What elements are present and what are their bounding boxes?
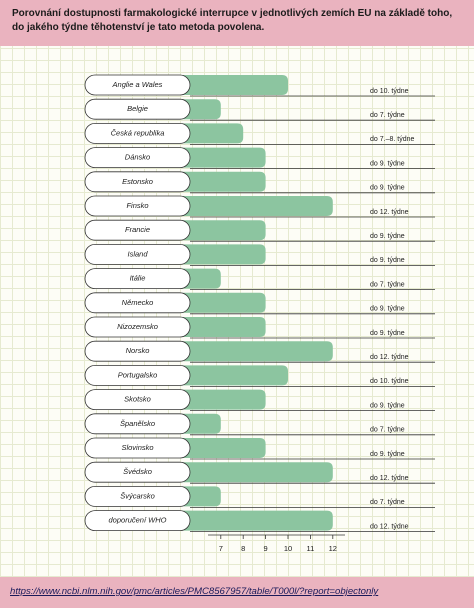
category-label: Finsko bbox=[126, 201, 148, 210]
label-pill bbox=[84, 171, 191, 193]
category-label: Island bbox=[127, 249, 148, 258]
value-label: do 9. týdne bbox=[370, 306, 405, 313]
value-label: do 9. týdne bbox=[370, 330, 405, 337]
x-tick-label: 11 bbox=[307, 544, 315, 553]
category-label: Norsko bbox=[126, 346, 150, 355]
value-label: do 7. týdne bbox=[370, 427, 405, 434]
label-pill bbox=[84, 510, 191, 532]
label-pill bbox=[84, 485, 191, 507]
x-tick-label: 10 bbox=[284, 544, 292, 553]
category-label: Nizozemsko bbox=[117, 322, 158, 331]
category-label: doporučení WHO bbox=[109, 516, 167, 525]
label-pill bbox=[84, 413, 191, 435]
label-pill bbox=[84, 389, 191, 411]
label-pill bbox=[84, 147, 191, 169]
label-pill bbox=[84, 364, 191, 386]
category-label: Estonsko bbox=[122, 177, 153, 186]
chart-title: Porovnání dostupnosti farmakologické int… bbox=[12, 8, 453, 33]
label-pill bbox=[84, 316, 191, 338]
label-pill bbox=[84, 268, 191, 290]
value-label: do 12. týdne bbox=[370, 354, 409, 361]
category-label: Slovinsko bbox=[121, 443, 153, 452]
x-tick-label: 9 bbox=[264, 544, 268, 553]
category-label: Portugalsko bbox=[118, 370, 158, 379]
category-label: Anglie a Wales bbox=[112, 80, 163, 89]
value-label: do 7.–8. týdne bbox=[370, 136, 414, 143]
label-pill bbox=[84, 98, 191, 120]
value-label: do 9. týdne bbox=[370, 451, 405, 458]
x-tick-label: 12 bbox=[329, 544, 337, 553]
category-label: Dánsko bbox=[125, 153, 150, 162]
label-pill bbox=[84, 195, 191, 217]
bar bbox=[150, 462, 333, 483]
bar bbox=[150, 196, 333, 216]
category-label: Skotsko bbox=[124, 395, 151, 404]
category-label: Švýcarsko bbox=[120, 491, 155, 500]
label-pill bbox=[84, 219, 191, 241]
header: Porovnání dostupnosti farmakologické int… bbox=[0, 0, 474, 46]
source-link[interactable]: https://www.ncbi.nlm.nih.gov/pmc/article… bbox=[10, 586, 379, 597]
x-tick-label: 8 bbox=[241, 544, 245, 553]
value-label: do 12. týdne bbox=[370, 209, 409, 216]
bar bbox=[150, 510, 333, 531]
value-label: do 12. týdne bbox=[370, 475, 409, 482]
value-label: do 7. týdne bbox=[370, 281, 405, 288]
category-label: Švédsko bbox=[123, 467, 152, 476]
label-pill bbox=[84, 340, 191, 362]
value-label: do 10. týdne bbox=[370, 378, 409, 385]
footer: https://www.ncbi.nlm.nih.gov/pmc/article… bbox=[0, 577, 474, 608]
value-label: do 9. týdne bbox=[370, 233, 405, 240]
category-label: Německo bbox=[122, 298, 154, 307]
label-pill bbox=[84, 437, 191, 459]
value-label: do 9. týdne bbox=[370, 160, 405, 167]
value-label: do 7. týdne bbox=[370, 112, 405, 119]
category-label: Itálie bbox=[130, 274, 146, 283]
value-label: do 9. týdne bbox=[370, 402, 405, 409]
value-label: do 9. týdne bbox=[370, 257, 405, 264]
label-pill bbox=[84, 292, 191, 314]
bar bbox=[150, 341, 333, 362]
value-label: do 9. týdne bbox=[370, 185, 405, 192]
label-pill bbox=[84, 461, 191, 483]
label-pill bbox=[84, 123, 191, 144]
label-pill bbox=[84, 243, 191, 265]
category-label: Španělsko bbox=[120, 419, 155, 428]
value-label: do 12. týdne bbox=[370, 523, 409, 530]
value-label: do 10. týdne bbox=[370, 88, 409, 95]
value-label: do 7. týdne bbox=[370, 499, 405, 506]
category-label: Belgie bbox=[127, 104, 148, 113]
label-pill bbox=[84, 74, 191, 96]
category-label: Francie bbox=[125, 225, 150, 234]
category-label: Česká republika bbox=[111, 128, 165, 137]
x-tick-label: 7 bbox=[219, 544, 223, 553]
